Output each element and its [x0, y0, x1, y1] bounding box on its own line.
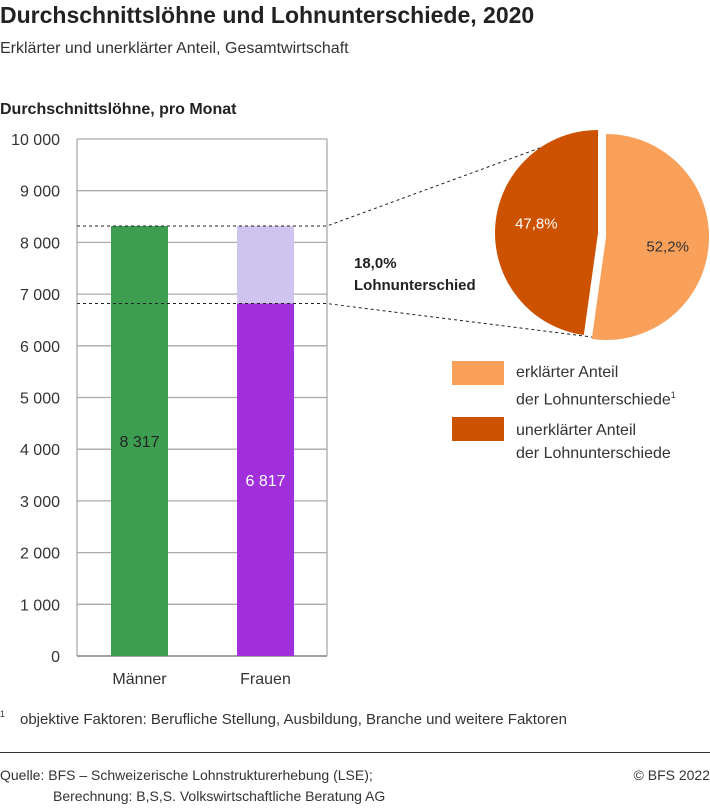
- chart-subtitle: Erklärter und unerklärter Anteil, Gesamt…: [0, 40, 349, 57]
- legend-label-unexplained: unerklärter Anteil der Lohnunterschiede: [516, 422, 671, 462]
- y-tick-label: 8 000: [20, 235, 60, 252]
- y-tick-label: 7 000: [20, 287, 60, 304]
- pie-slice: [591, 134, 710, 340]
- y-tick-label: 4 000: [20, 442, 60, 459]
- copyright: © BFS 2022: [633, 767, 710, 783]
- x-tick-label: Männer: [112, 671, 167, 688]
- pie-slice: [495, 130, 598, 336]
- source-line-2: Berechnung: B,S,S. Volkswirtschaftliche …: [53, 788, 386, 804]
- y-tick-label: 1 000: [20, 597, 60, 614]
- y-axis-title: Durchschnittslöhne, pro Monat: [0, 101, 237, 118]
- pie-label: 52,2%: [646, 238, 689, 255]
- y-tick-label: 9 000: [20, 184, 60, 201]
- y-tick-label: 5 000: [20, 391, 60, 408]
- bar-maenner: [111, 226, 168, 656]
- pie-label: 47,8%: [515, 216, 558, 233]
- legend-label-explained: erklärter Anteil der Lohnunterschiede1: [516, 364, 676, 409]
- x-tick-label: Frauen: [240, 671, 291, 688]
- connector-line-bottom: [77, 303, 593, 338]
- y-tick-label: 6 000: [20, 339, 60, 356]
- gap-percent: 18,0%: [354, 255, 397, 272]
- bar-value-label: 6 817: [245, 473, 285, 490]
- y-tick-label: 3 000: [20, 494, 60, 511]
- gap-label: Lohnunterschied: [354, 277, 476, 294]
- divider: [0, 752, 710, 753]
- source-line-1: Quelle: BFS – Schweizerische Lohnstruktu…: [0, 767, 373, 783]
- y-tick-label: 10 000: [11, 132, 60, 149]
- legend-swatch-unexplained: [452, 417, 504, 441]
- bar-frauen: [237, 303, 294, 656]
- connector-line-top: [77, 144, 549, 227]
- chart-canvas: 0 1 000 2 000 3 000 4 000 5 000 6 000 7 000 8 00…: [11, 130, 710, 688]
- gap-annotation: 18,0% Lohnunterschied: [354, 253, 476, 297]
- bar-value-label: 8 317: [119, 434, 159, 451]
- legend-swatch-explained: [452, 361, 504, 385]
- bar-gap-segment: [237, 226, 294, 304]
- y-tick-label: 2 000: [20, 546, 60, 563]
- y-tick-label: 0: [51, 649, 60, 666]
- chart-title: Durchschnittslöhne und Lohnunterschiede,…: [0, 2, 535, 28]
- footnote-mark: 1: [0, 709, 6, 719]
- footnote-text: objektive Faktoren: Berufliche Stellung,…: [20, 711, 567, 728]
